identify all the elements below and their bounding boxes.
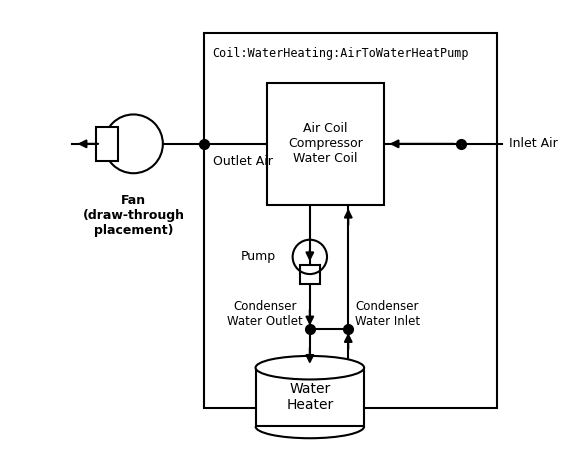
Bar [300,265,320,284]
Text: Fan
(draw-through
placement): Fan (draw-through placement) [82,193,185,237]
Bar [203,33,497,409]
Text: Pump: Pump [241,250,276,263]
Text: Water
Heater: Water Heater [286,382,333,412]
Bar [256,368,364,426]
Bar [96,127,118,161]
Ellipse shape [256,356,364,379]
Text: Air Coil
Compressor
Water Coil: Air Coil Compressor Water Coil [288,122,363,165]
Text: Coil:WaterHeating:AirToWaterHeatPump: Coil:WaterHeating:AirToWaterHeatPump [213,46,469,60]
Text: Inlet Air: Inlet Air [509,137,557,150]
Text: Condenser
Water Inlet: Condenser Water Inlet [355,300,420,328]
Text: Outlet Air: Outlet Air [213,155,272,168]
Bar [267,83,385,205]
Text: Condenser
Water Outlet: Condenser Water Outlet [228,300,303,328]
